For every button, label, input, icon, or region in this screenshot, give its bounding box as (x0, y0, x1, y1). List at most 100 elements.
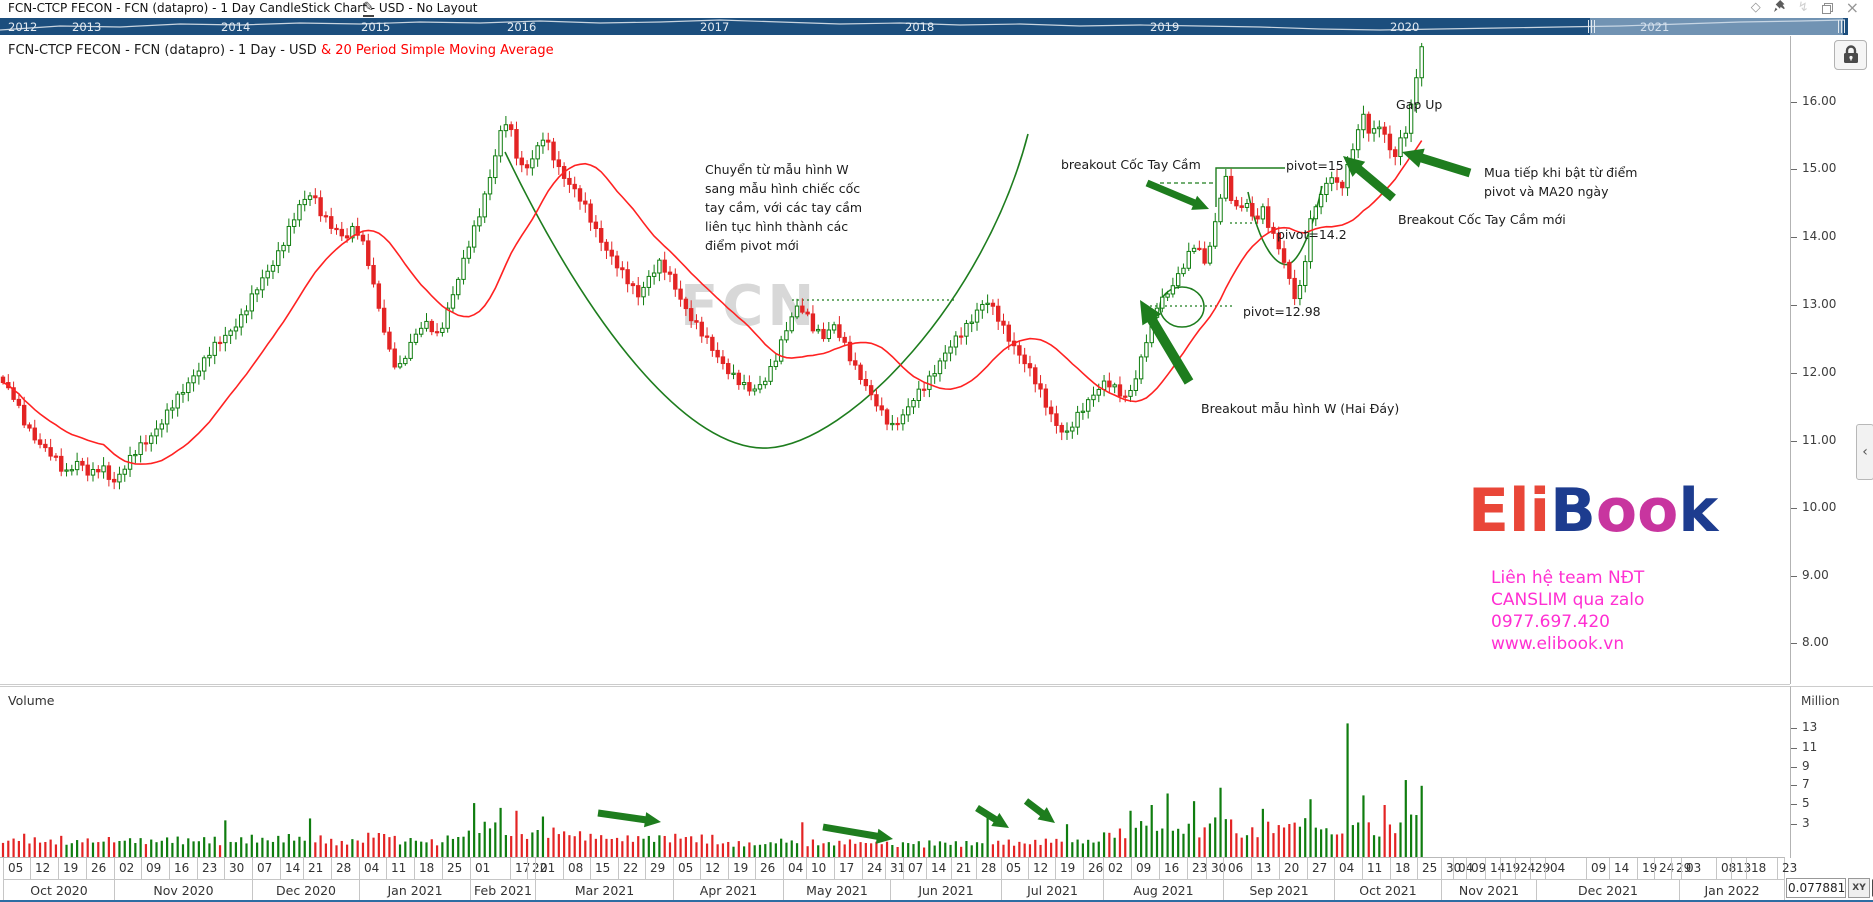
month-label: Apr 2021 (673, 879, 783, 901)
week-label: 13 (1731, 858, 1751, 879)
navigator-selection[interactable] (1588, 18, 1845, 35)
logo-letters: oo (1595, 476, 1679, 546)
contact-line: CANSLIM qua zalo (1491, 590, 1645, 610)
edit-title-icon[interactable]: ✎ (363, 0, 374, 17)
volume-pane-title: Volume (8, 693, 55, 708)
tick-dash (1791, 748, 1797, 749)
tick-dash (1791, 102, 1797, 103)
week-label: 12 (700, 858, 720, 879)
week-label: 28 (976, 858, 996, 879)
week-label: 01 (470, 858, 490, 879)
week-label: 27 (1307, 858, 1327, 879)
tick-label: 13.00 (1802, 297, 1837, 311)
tick-label: 15.00 (1802, 161, 1837, 175)
week-label: 02 (1103, 858, 1123, 879)
logo-letters: Eli (1468, 476, 1551, 546)
chart-annotation: breakout Cốc Tay Cầm (1061, 157, 1201, 172)
week-label: 07 (903, 858, 923, 879)
chart-title-indicator: & 20 Period Simple Moving Average (320, 43, 554, 58)
week-label: 29 (1671, 858, 1691, 879)
navigator-year-label: 2014 (221, 20, 251, 34)
week-label: 09 (141, 858, 161, 879)
scale-lock-button[interactable] (1834, 40, 1867, 70)
week-label: 17 (510, 858, 530, 879)
week-label: 04 (1334, 858, 1354, 879)
window-controls: ◇ ↯ × (1751, 0, 1859, 16)
month-label: Dec 2020 (252, 879, 359, 901)
week-label: 09 (1131, 858, 1151, 879)
navigator-year-label: 2017 (700, 20, 730, 34)
window-bottom-edge (0, 900, 1873, 902)
tick-label: 3 (1802, 816, 1810, 830)
month-label: Dec 2021 (1536, 879, 1679, 901)
week-label: 05 (3, 858, 23, 879)
chart-title: FCN-CTCP FECON - FCN (datapro) - 1 Day -… (8, 43, 554, 58)
navigator-handle-right[interactable] (1838, 20, 1845, 33)
week-label: 22 (618, 858, 638, 879)
tick-dash (1791, 785, 1797, 786)
price-axis[interactable]: 16.00 15.00 14.00 13.00 12.00 11.00 10.00 9.00 8… (1790, 36, 1873, 684)
tick-dash (1791, 576, 1797, 577)
tick-dash (1791, 441, 1797, 442)
week-label: 29 (645, 858, 665, 879)
restore-icon[interactable] (1821, 2, 1833, 14)
chart-annotation: Gap Up (1396, 97, 1443, 112)
tick-label: 5 (1802, 796, 1810, 810)
contact-line: 0977.697.420 (1491, 612, 1610, 632)
week-label: 14 (1609, 858, 1629, 879)
week-label: 25 (442, 858, 462, 879)
tick-dash (1791, 169, 1797, 170)
spark-icon[interactable]: ↯ (1797, 0, 1809, 15)
week-label: 08 (1716, 858, 1736, 879)
window-titlebar: FCN-CTCP FECON - FCN (datapro) - 1 Day C… (0, 0, 1873, 17)
volume-pane[interactable]: Volume (0, 686, 1790, 858)
tick-dash (1791, 237, 1797, 238)
week-label: 04 (1453, 858, 1473, 879)
tick-label: 8.00 (1802, 635, 1829, 649)
close-icon[interactable]: × (1845, 0, 1859, 17)
tick-dash (1791, 804, 1797, 805)
favorite-diamond-icon[interactable]: ◇ (1750, 0, 1761, 15)
navigator-sparkline (0, 19, 1846, 31)
navigator-year-label: 2019 (1150, 20, 1180, 34)
week-label: 08 (563, 858, 583, 879)
chart-title-main: FCN-CTCP FECON - FCN (datapro) - 1 Day -… (8, 43, 321, 58)
tick-dash (1791, 373, 1797, 374)
logo-letters: k (1678, 476, 1719, 546)
week-label: 13 (1251, 858, 1271, 879)
week-label: 18 (414, 858, 434, 879)
date-axis[interactable]: 05 12 19 26 02 09 16 23 30 07 14 21 28 04 11 18 25 01 17 22… (0, 857, 1797, 901)
week-label: 23 (1777, 858, 1797, 879)
month-label: Oct 2020 (3, 879, 114, 901)
month-label: Jan 2022 (1679, 879, 1784, 901)
price-chart-canvas[interactable] (0, 36, 1790, 684)
week-label: 06 (1223, 858, 1243, 879)
week-label: 16 (169, 858, 189, 879)
tick-dash (1791, 305, 1797, 306)
month-label: Jan 2021 (359, 879, 470, 901)
collapse-panel-tab[interactable]: ‹ (1856, 424, 1873, 480)
navigator-year-label: 2018 (905, 20, 935, 34)
week-label: 24 (1515, 858, 1535, 879)
week-label: 19 (1055, 858, 1075, 879)
week-label: 21 (951, 858, 971, 879)
volume-axis: Million 13 11 9 7 5 3 (1790, 686, 1873, 858)
week-label: 28 (331, 858, 351, 879)
week-label: 30 (1206, 858, 1226, 879)
tick-dash (1791, 508, 1797, 509)
pin-icon[interactable] (1773, 0, 1785, 17)
navigator-handle-left[interactable] (1588, 20, 1595, 33)
price-pane[interactable]: FCN FCN-CTCP FECON - FCN (datapro) - 1 D… (0, 36, 1790, 685)
volume-chart-canvas[interactable] (0, 687, 1790, 858)
week-label: 12 (1028, 858, 1048, 879)
contact-info: Liên hệ team NĐT CANSLIM qua zalo 0977.697… (1491, 567, 1644, 655)
navigator-year-label: 2020 (1390, 20, 1420, 34)
last-value-box[interactable]: 0.0778813 (1786, 878, 1846, 898)
week-label: 17 (834, 858, 854, 879)
week-label: 04 (359, 858, 379, 879)
month-label: Nov 2021 (1441, 879, 1536, 901)
chart-annotation: pivot=15 (1286, 158, 1344, 173)
xy-scale-button[interactable]: XY (1848, 878, 1870, 898)
history-navigator[interactable]: 2012201320142015201620172018201920202021 (0, 18, 1848, 35)
